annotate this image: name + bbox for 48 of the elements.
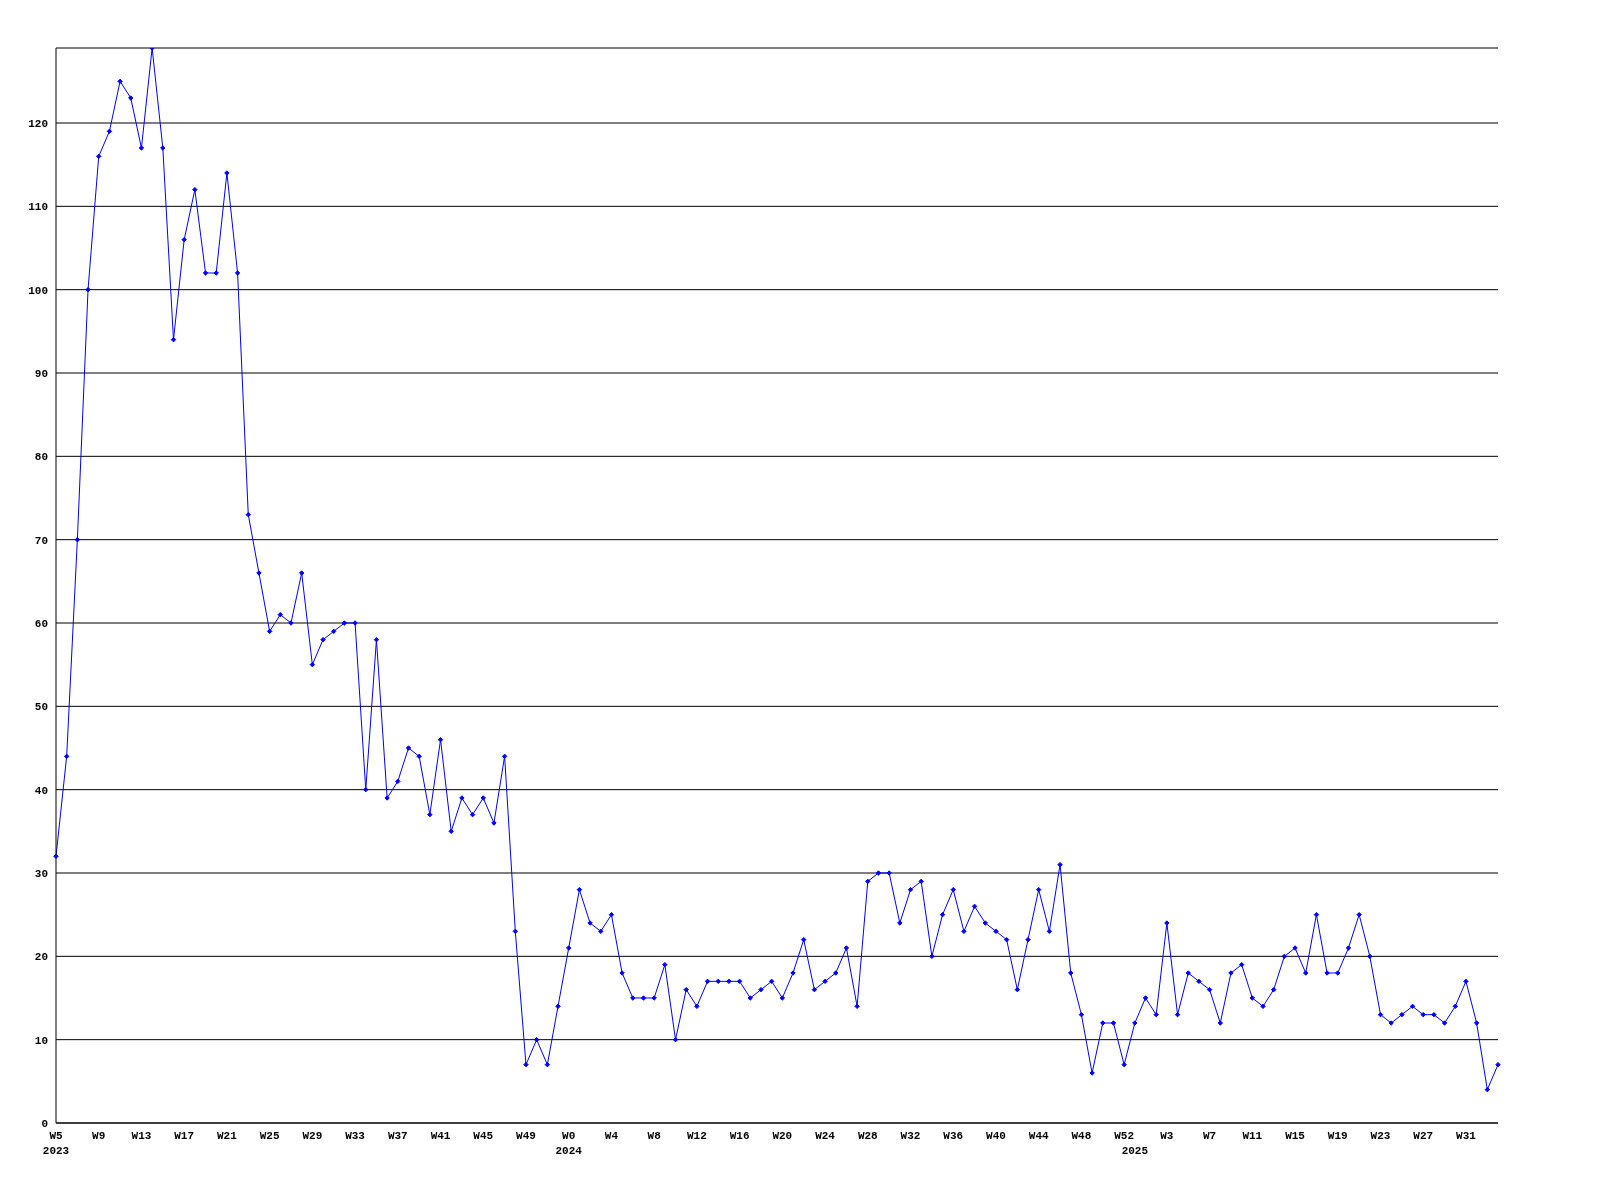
x-tick-label: W48: [1071, 1130, 1092, 1142]
y-tick-label: 0: [41, 1117, 48, 1130]
x-tick-label: W3: [1160, 1130, 1174, 1142]
y-tick-label: 120: [28, 117, 48, 130]
x-tick-label: W36: [943, 1130, 964, 1142]
x-tick-label: W17: [174, 1130, 195, 1142]
y-tick-label: 90: [34, 367, 48, 380]
y-tick-label: 100: [28, 284, 48, 297]
x-tick-label: W32: [900, 1130, 921, 1142]
y-tick-label: 40: [34, 784, 48, 797]
x-tick-label: W29: [302, 1130, 323, 1142]
x-tick-label: W23: [1370, 1130, 1391, 1142]
y-tick-label: 70: [34, 534, 48, 547]
x-tick-label: W31: [1456, 1130, 1477, 1142]
x-tick-label: W49: [516, 1130, 536, 1142]
x-tick-label: W20: [772, 1130, 793, 1142]
x-tick-label: W37: [387, 1130, 408, 1142]
x-tick-label: W11: [1242, 1130, 1263, 1142]
x-tick-label: W41: [430, 1130, 451, 1142]
y-tick-label: 50: [34, 701, 48, 714]
x-tick-label: 2025: [1121, 1145, 1149, 1157]
x-tick-label: W15: [1285, 1130, 1306, 1142]
x-tick-label: W12: [686, 1130, 707, 1142]
y-tick-label: 30: [34, 867, 48, 880]
x-tick-label: W33: [345, 1130, 366, 1142]
y-tick-label: 60: [34, 617, 48, 630]
x-tick-label: W8: [647, 1130, 662, 1142]
x-tick-label: W7: [1203, 1130, 1217, 1142]
x-tick-label: W44: [1028, 1130, 1049, 1142]
x-tick-label: W4: [604, 1130, 619, 1142]
x-tick-label: W45: [473, 1130, 494, 1142]
y-tick-label: 10: [34, 1034, 48, 1047]
x-tick-label: W52: [1114, 1130, 1135, 1142]
x-tick-label: W40: [986, 1130, 1006, 1142]
x-tick-label: W24: [815, 1130, 836, 1142]
x-tick-label: W21: [217, 1130, 238, 1142]
x-tick-label: W13: [131, 1130, 152, 1142]
y-tick-label: 20: [34, 951, 48, 964]
x-tick-label: W0 2024: [555, 1130, 583, 1157]
x-tick-label: W27: [1413, 1130, 1434, 1142]
y-tick-label: 110: [28, 201, 48, 214]
x-tick-label: W5 2023: [42, 1130, 70, 1157]
x-tick-label: W25: [259, 1130, 280, 1142]
x-tick-label: W9: [92, 1130, 106, 1142]
x-tick-label: W28: [857, 1130, 879, 1142]
y-tick-label: 80: [34, 451, 48, 464]
x-tick-label: W19: [1327, 1130, 1348, 1142]
x-tick-label: W16: [729, 1130, 750, 1142]
